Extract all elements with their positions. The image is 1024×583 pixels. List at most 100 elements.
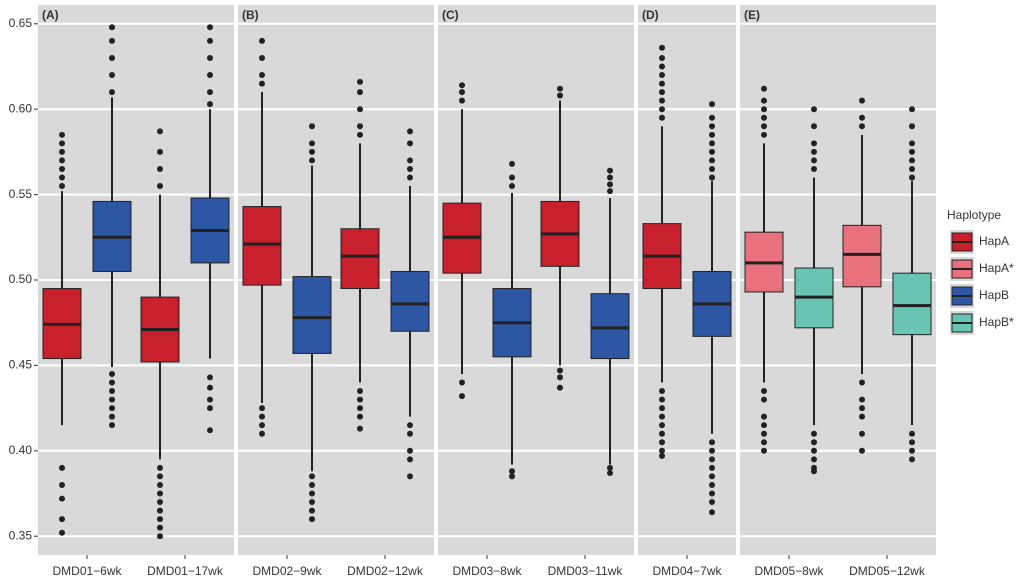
outlier — [709, 101, 715, 108]
outlier — [557, 85, 563, 92]
box — [242, 206, 282, 286]
outlier — [357, 388, 363, 395]
facet-label: (E) — [744, 8, 760, 22]
outlier — [811, 447, 817, 454]
outlier — [811, 456, 817, 463]
outlier — [811, 439, 817, 446]
outlier — [659, 106, 665, 113]
box — [842, 224, 882, 288]
outlier — [709, 131, 715, 138]
outlier — [59, 157, 65, 164]
outlier — [357, 413, 363, 420]
outlier — [659, 89, 665, 96]
outlier — [659, 114, 665, 121]
outlier — [357, 131, 363, 138]
outlier — [109, 422, 115, 429]
outlier — [859, 97, 865, 104]
outlier — [59, 464, 65, 471]
outlier — [659, 422, 665, 429]
outlier — [909, 447, 915, 454]
outlier — [407, 140, 413, 147]
outlier — [709, 447, 715, 454]
outlier — [761, 131, 767, 138]
y-tick-label: 0.35 — [9, 528, 33, 542]
outlier — [309, 481, 315, 488]
outlier — [157, 128, 163, 135]
outlier — [459, 97, 465, 104]
outlier — [309, 157, 315, 164]
outlier — [259, 430, 265, 437]
outlier — [607, 470, 613, 477]
legend-label: HapA — [979, 234, 1009, 248]
outlier — [207, 384, 213, 391]
outlier — [709, 439, 715, 446]
outlier — [309, 490, 315, 497]
legend-label: HapB — [979, 288, 1009, 302]
outlier — [259, 80, 265, 87]
outlier — [207, 37, 213, 44]
outlier — [157, 481, 163, 488]
outlier — [207, 89, 213, 96]
outlier — [109, 379, 115, 386]
outlier — [109, 89, 115, 96]
outlier — [407, 430, 413, 437]
outlier — [761, 439, 767, 446]
outlier — [157, 473, 163, 480]
outlier — [909, 174, 915, 181]
outlier — [109, 24, 115, 31]
y-tick-label: 0.65 — [9, 16, 33, 30]
outlier — [207, 101, 213, 108]
outlier — [407, 473, 413, 480]
outlier — [761, 106, 767, 113]
outlier — [157, 148, 163, 155]
outlier — [509, 473, 515, 480]
outlier — [357, 396, 363, 403]
outlier — [659, 452, 665, 459]
outlier — [659, 388, 665, 395]
outlier — [59, 140, 65, 147]
outlier — [909, 157, 915, 164]
outlier — [659, 439, 665, 446]
outlier — [709, 165, 715, 172]
box — [340, 228, 380, 290]
outlier — [709, 174, 715, 181]
outlier — [59, 495, 65, 502]
outlier — [509, 468, 515, 475]
x-tick-label: DMD02−12wk — [347, 564, 424, 578]
outlier — [859, 379, 865, 386]
outlier — [761, 396, 767, 403]
facet-label: (D) — [642, 8, 659, 22]
box — [292, 276, 332, 354]
outlier — [109, 388, 115, 395]
outlier — [109, 396, 115, 403]
outlier — [709, 114, 715, 121]
outlier — [157, 183, 163, 190]
outlier — [407, 157, 413, 164]
outlier — [859, 114, 865, 121]
outlier — [357, 123, 363, 130]
outlier — [407, 456, 413, 463]
outlier — [509, 183, 515, 190]
outlier — [811, 430, 817, 437]
outlier — [859, 413, 865, 420]
outlier — [259, 422, 265, 429]
outlier — [607, 174, 613, 181]
outlier — [811, 140, 817, 147]
outlier — [811, 123, 817, 130]
outlier — [659, 63, 665, 70]
outlier — [709, 473, 715, 480]
outlier — [859, 396, 865, 403]
outlier — [509, 174, 515, 181]
outlier — [109, 72, 115, 79]
outlier — [207, 72, 213, 79]
outlier — [459, 379, 465, 386]
outlier — [157, 533, 163, 540]
facet-label: (C) — [442, 8, 459, 22]
outlier — [659, 80, 665, 87]
outlier — [761, 123, 767, 130]
box — [390, 270, 430, 332]
legend-label: HapB* — [979, 315, 1014, 329]
outlier — [761, 422, 767, 429]
outlier — [259, 37, 265, 44]
